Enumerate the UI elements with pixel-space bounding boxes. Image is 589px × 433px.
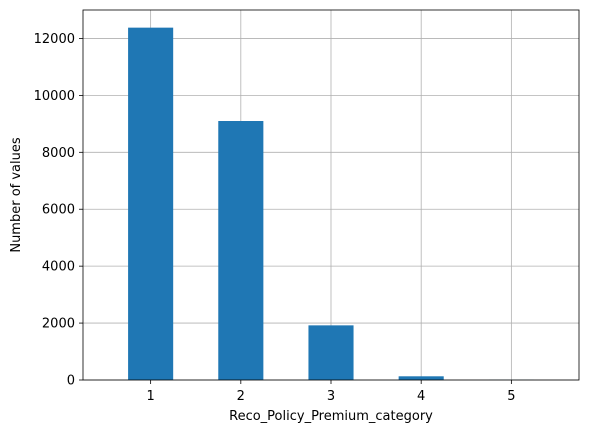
y-axis-label: Number of values	[9, 137, 24, 253]
x-tick-label: 1	[146, 389, 154, 404]
x-tick-label: 4	[417, 389, 425, 404]
y-tick-label: 0	[67, 374, 75, 389]
bar-1	[128, 27, 174, 381]
y-tick-label: 12000	[34, 32, 75, 47]
y-axis: 0 2000 4000 6000 8000 10000 12000	[34, 32, 83, 389]
x-axis: 1 2 3 4 5	[146, 380, 516, 404]
y-tick-label: 6000	[42, 203, 75, 218]
bar-4	[398, 376, 444, 380]
x-tick-label: 5	[507, 389, 515, 404]
y-tick-label: 8000	[42, 146, 75, 161]
bar-2	[218, 121, 264, 380]
x-axis-label: Reco_Policy_Premium_category	[229, 409, 433, 424]
y-tick-label: 10000	[34, 89, 75, 104]
y-tick-label: 4000	[42, 260, 75, 275]
x-tick-label: 3	[327, 389, 335, 404]
x-tick-label: 2	[237, 389, 245, 404]
bar-3	[308, 325, 354, 380]
y-tick-label: 2000	[42, 317, 75, 332]
bars	[128, 27, 534, 381]
